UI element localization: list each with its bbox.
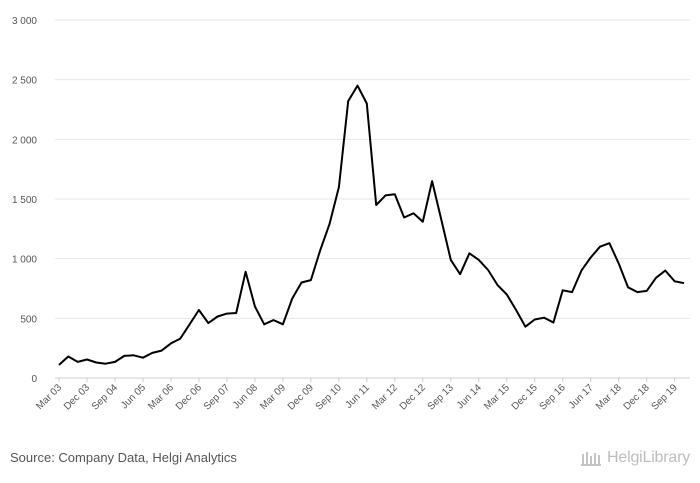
x-tick-label: Jun 14 bbox=[455, 382, 484, 411]
x-tick-label: Jun 08 bbox=[231, 382, 260, 411]
source-note: Source: Company Data, Helgi Analytics bbox=[10, 450, 237, 465]
x-tick-label: Sep 04 bbox=[90, 382, 120, 412]
x-tick-label: Jun 17 bbox=[567, 382, 596, 411]
x-tick-label: Jun 11 bbox=[343, 382, 372, 411]
logo-text: HelgiLibrary bbox=[607, 449, 690, 466]
x-tick-label: Sep 16 bbox=[538, 382, 568, 412]
x-tick-label: Sep 10 bbox=[314, 382, 344, 412]
x-tick-label: Dec 15 bbox=[510, 382, 540, 412]
y-tick-label: 1 000 bbox=[12, 255, 37, 266]
gridlines bbox=[55, 19, 690, 319]
series-line bbox=[58, 84, 685, 366]
x-tick-label: Sep 19 bbox=[650, 382, 680, 412]
y-tick-label: 2 500 bbox=[12, 76, 37, 87]
x-tick-label: Dec 09 bbox=[286, 382, 316, 412]
x-tick-label: Mar 18 bbox=[594, 382, 624, 412]
y-tick-label: 2 000 bbox=[12, 135, 37, 146]
series-layer bbox=[58, 84, 685, 366]
x-tick-label: Mar 06 bbox=[146, 382, 176, 412]
x-tick-label: Mar 03 bbox=[34, 382, 64, 412]
x-tick-label: Mar 12 bbox=[370, 382, 400, 412]
x-tick-label: Dec 12 bbox=[398, 382, 428, 412]
x-tick-label: Mar 15 bbox=[482, 382, 512, 412]
library-building-icon bbox=[581, 452, 602, 466]
y-tick-label: 0 bbox=[31, 374, 37, 385]
x-tick-label: Sep 07 bbox=[202, 382, 232, 412]
y-tick-label: 3 000 bbox=[12, 16, 37, 27]
x-tick-label: Dec 03 bbox=[62, 382, 92, 412]
y-axis-ticks: 0 500 1 000 1 500 2 000 2 500 3 000 bbox=[12, 16, 37, 385]
y-tick-label: 1 500 bbox=[12, 195, 37, 206]
x-tick-label: Sep 13 bbox=[426, 382, 456, 412]
x-tick-label: Dec 06 bbox=[174, 382, 204, 412]
y-tick-label: 500 bbox=[20, 314, 37, 325]
helgi-library-logo[interactable]: HelgiLibrary bbox=[581, 449, 690, 467]
x-tick-label: Jun 05 bbox=[119, 382, 148, 411]
x-tick-label: Dec 18 bbox=[622, 382, 652, 412]
x-tick-label: Mar 09 bbox=[258, 382, 288, 412]
